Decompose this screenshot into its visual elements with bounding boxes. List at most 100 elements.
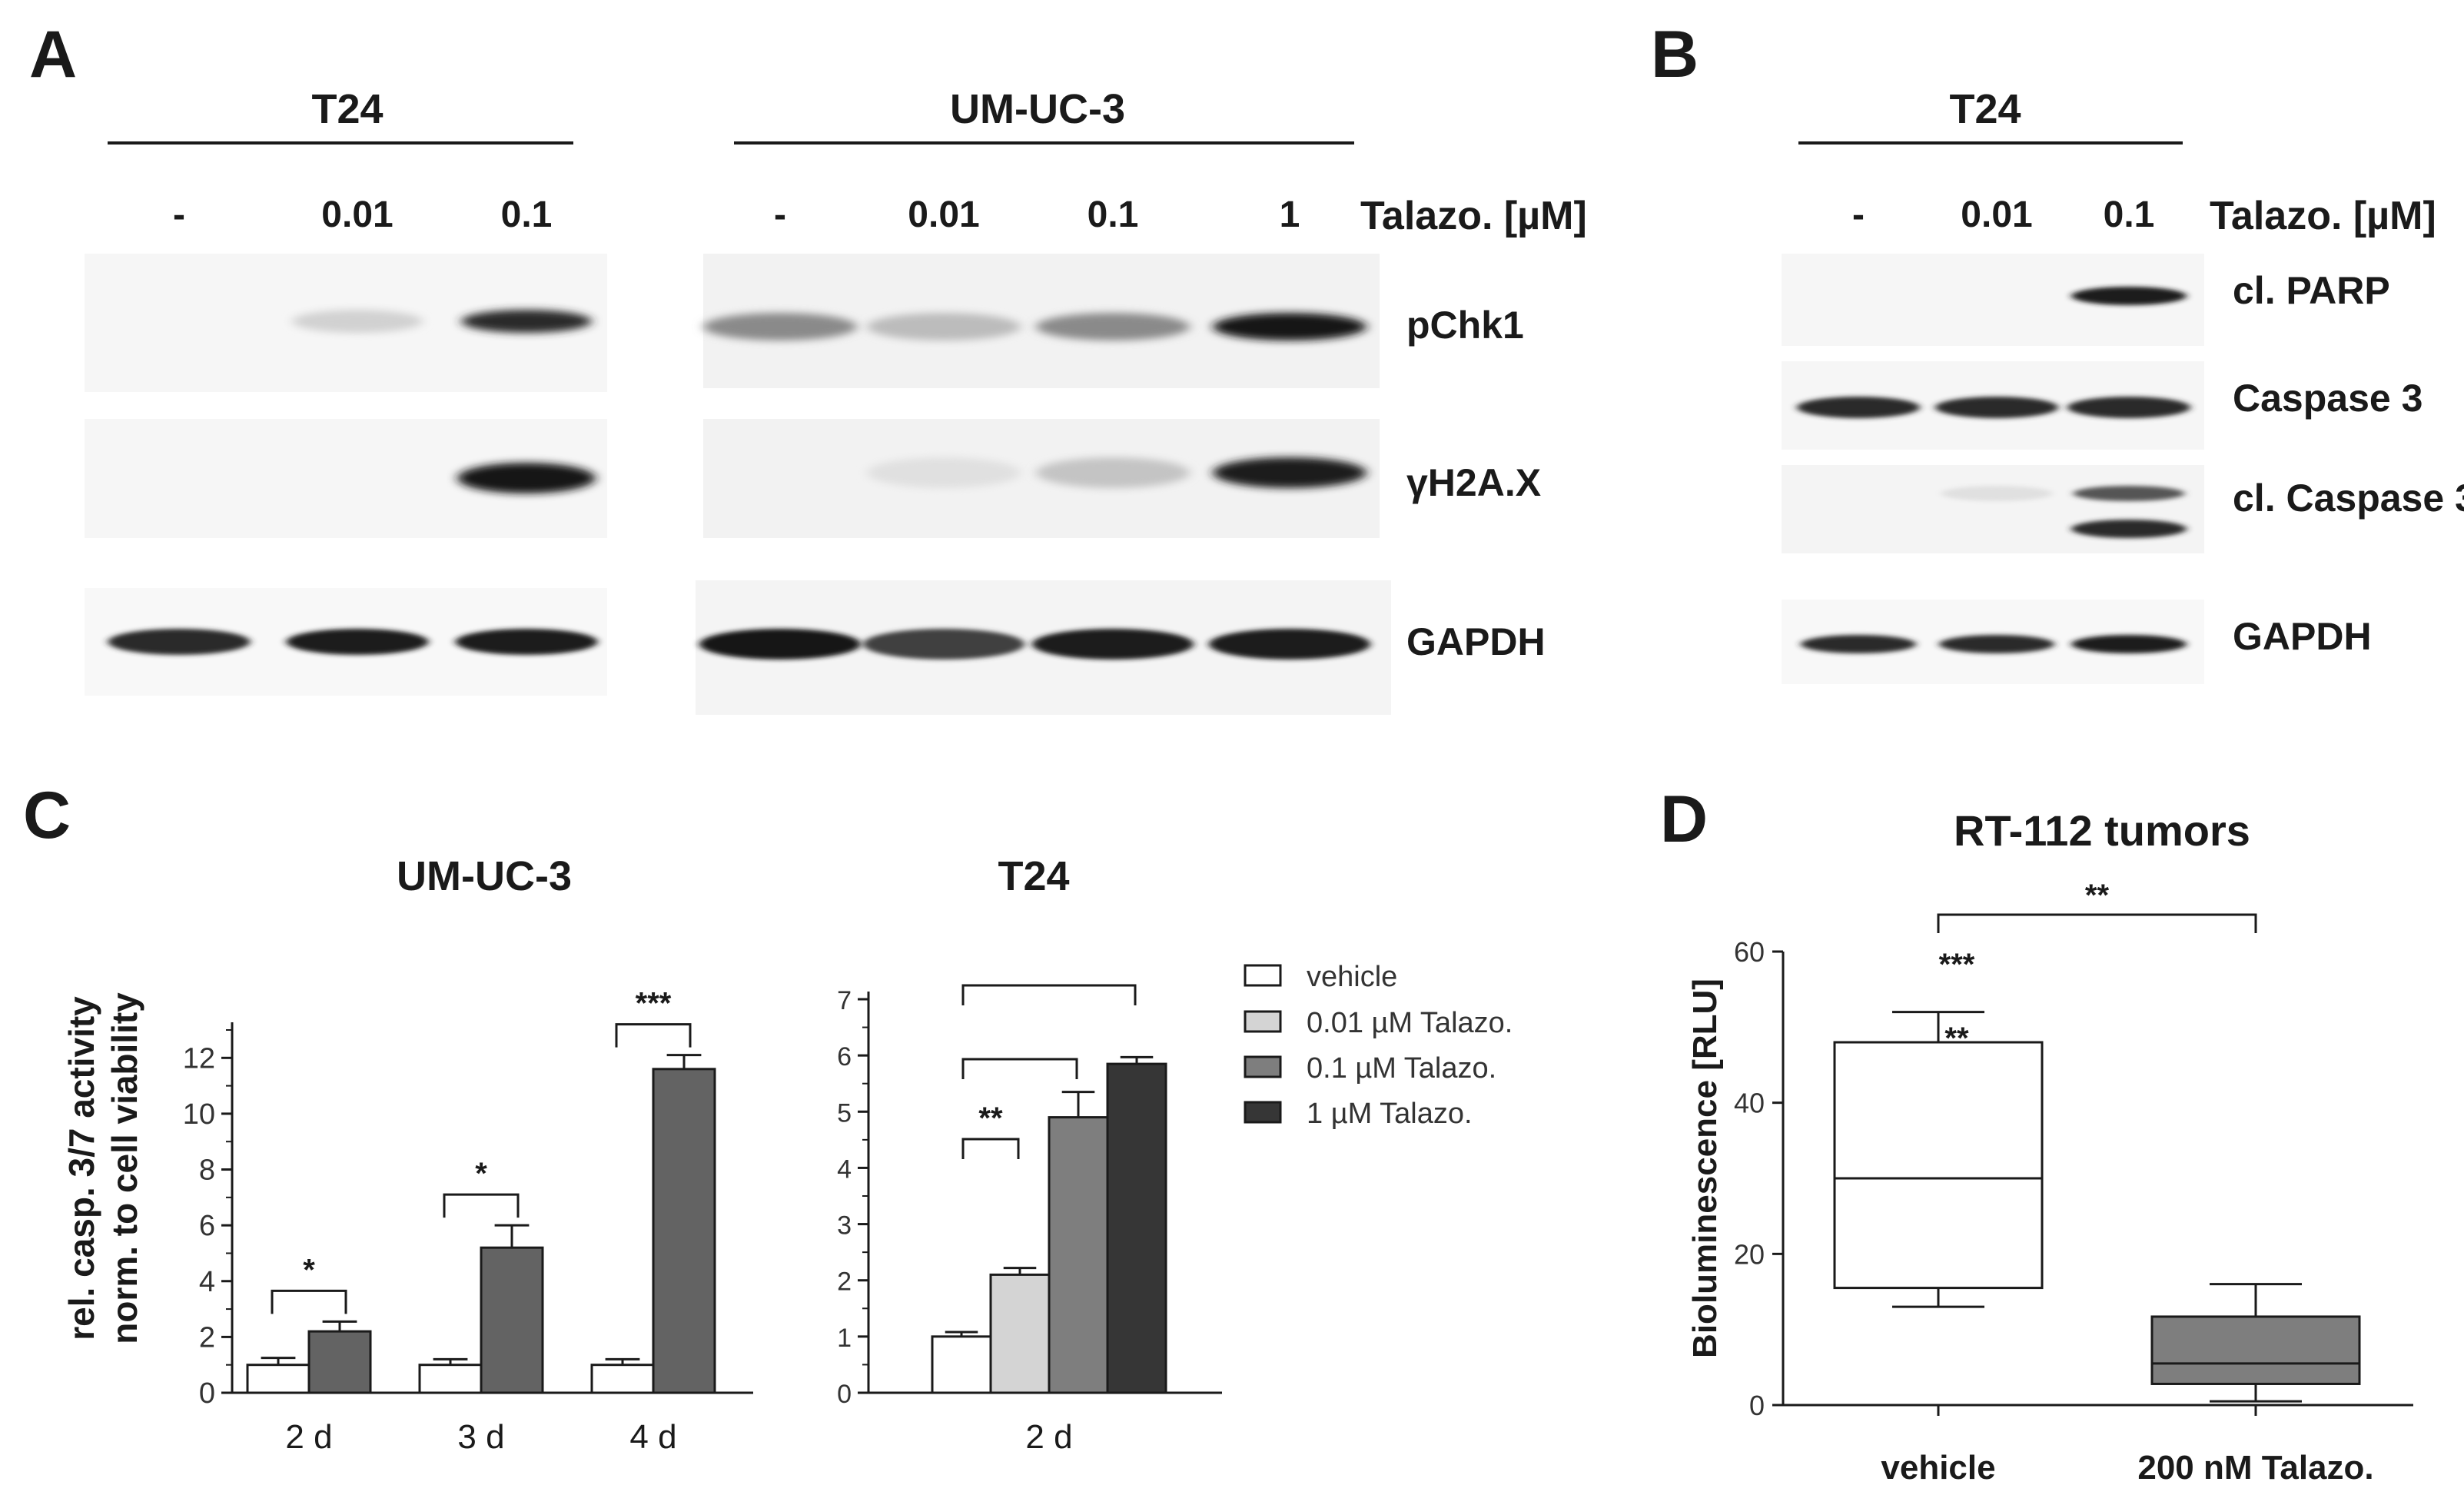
blot-row-label: cl. PARP [2233,269,2390,312]
significance-bracket [961,1058,1078,1079]
legend-label: 0.01 µM Talazo. [1307,1007,1513,1039]
y-tick-label: 6 [837,1042,852,1071]
blot-bands-b [1797,287,2190,653]
y-tick-label: 3 [837,1211,852,1241]
blot-band [1032,629,1194,659]
blot-band [2067,397,2190,418]
blot-band [457,463,596,493]
dose-label-b: Talazo. [µM] [2210,194,2436,238]
panel-letter-d: D [1660,782,1708,856]
significance-bracket [443,1193,520,1218]
blot-title-t24-b: T24 [1949,86,2021,132]
significance-bracket [615,1023,692,1048]
blot-row-label: pChk1 [1406,304,1524,347]
legend-swatch [1244,1101,1282,1124]
lane-label: - [173,194,185,235]
panel-c-umuc3-chart: UM-UC-3 rel. casp. 3/7 activitynorm. to … [61,853,753,1456]
legend-label: vehicle [1307,961,1397,993]
lane-label: 0.1 [501,194,553,235]
significance-bracket [271,1289,347,1314]
bar [1048,1116,1109,1394]
bar [418,1364,483,1394]
y-tick-label: 60 [1734,936,1765,968]
lane-label: 0.1 [2104,194,2155,235]
blot-strip [1782,465,2204,553]
blot-band [867,313,1021,341]
blot-row-label: γH2A.X [1406,461,1541,504]
bar [590,1364,655,1394]
blot-band [455,629,598,655]
legend-swatch [1244,1055,1282,1078]
blot-band [1036,313,1190,341]
panel-b: T24 - 0.01 0.1 Talazo. [µM] cl. PARP Cas… [1782,86,2464,684]
blot-band [2071,635,2187,653]
significance-bracket [1937,913,2257,933]
y-tick-label: 0 [837,1380,852,1409]
x-tick-label: 4 d [629,1418,676,1456]
blot-band [867,457,1021,488]
blot-title-t24: T24 [311,86,383,132]
legend-label: 0.1 µM Talazo. [1307,1052,1496,1085]
y-tick-label: 7 [837,986,852,1015]
lane-label: 0.1 [1088,194,1139,235]
legend-swatch [1244,1010,1282,1033]
blot-band [863,629,1024,659]
panel-letter-a: A [29,18,77,91]
lane-label: - [1852,194,1865,235]
panel-a: T24 UM-UC-3 - 0.01 0.1 - 0.01 0.1 1 Tala… [85,86,1587,715]
panel-letter-c: C [23,779,71,852]
y-tick-label: 20 [1734,1238,1765,1270]
blot-title-umuc3: UM-UC-3 [950,86,1125,132]
y-tick-label: 0 [199,1377,215,1410]
blot-band [1797,397,1920,418]
bar [1106,1062,1167,1394]
significance-label: ** [978,1101,1003,1135]
blot-band [2071,287,2187,305]
chart-title: T24 [998,853,1069,899]
blot-band [1209,629,1370,659]
y-tick-label: 4 [199,1266,215,1298]
blot-band [1801,635,1916,653]
chart-plot-boxplot: 0 20 40 60 vehicle 200 nM Talazo. ** [1734,879,2413,1487]
y-tick-label: 1 [837,1324,852,1353]
y-tick-label: 40 [1734,1088,1765,1119]
blot-bands-a [108,310,1370,659]
lane-label: 0.01 [908,194,979,235]
blot-band [2071,520,2187,538]
y-tick-label: 12 [183,1042,215,1075]
blot-band [1213,313,1366,341]
chart-legend: vehicle 0.01 µM Talazo. 0.1 µM Talazo. 1… [1244,961,1513,1130]
chart-title: RT-112 tumors [1954,806,2250,855]
lane-label: 0.01 [321,194,393,235]
blot-row-label: cl. Caspase 3 [2233,477,2464,520]
bar [652,1068,716,1394]
blot-band [1213,457,1366,488]
blot-band [1036,457,1190,488]
blot-band [108,629,251,655]
blot-band [286,629,429,655]
panel-letter-b: B [1651,18,1699,91]
y-tick-label: 0 [1749,1390,1765,1421]
y-tick-label: 6 [199,1210,215,1242]
x-tick-label: 200 nM Talazo. [2137,1449,2373,1487]
significance-bracket [961,984,1137,1005]
y-axis-label: rel. casp. 3/7 activitynorm. to cell via… [61,992,144,1344]
bar [989,1273,1051,1394]
significance-label: *** [1939,948,1975,982]
x-tick-label: vehicle [1881,1449,1995,1487]
blot-row-label: Caspase 3 [2233,377,2422,420]
box [1833,1041,2044,1290]
y-tick-label: 10 [183,1098,215,1131]
y-tick-label: 8 [199,1154,215,1187]
significance-label: ** [2085,879,2110,912]
lane-label: 0.01 [1961,194,2032,235]
dose-label: Talazo. [µM] [1360,194,1587,238]
bar [246,1364,310,1394]
blot-band [1935,397,2058,418]
significance-label: * [475,1157,487,1191]
chart-plot-umuc3: 0 2 4 6 8 10 12 2 d * 3 d * 4 d *** [183,987,753,1456]
y-tick-label: 5 [837,1098,852,1128]
